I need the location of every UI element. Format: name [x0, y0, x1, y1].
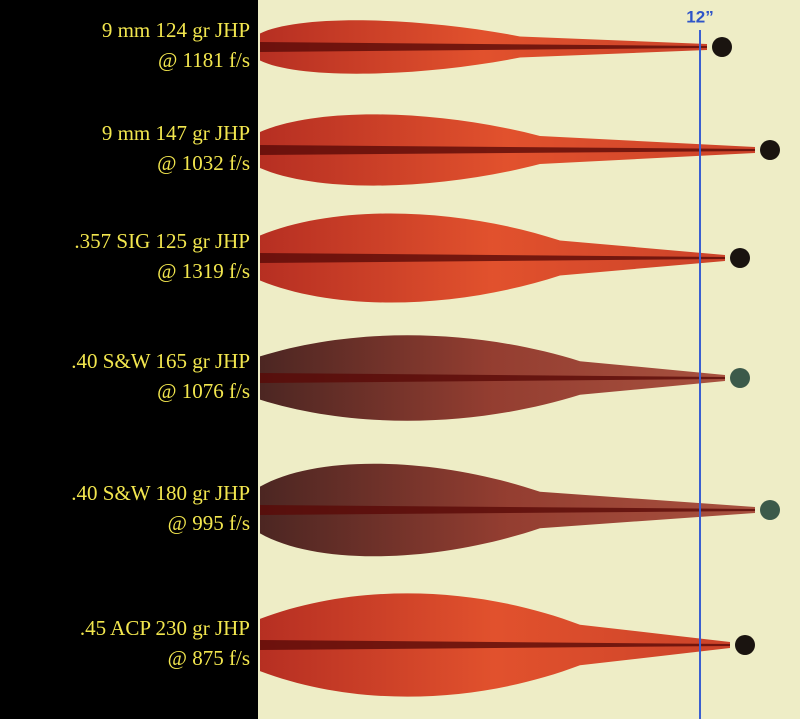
- velocity-label: @ 995 f/s: [168, 511, 250, 535]
- bullet: [735, 635, 755, 655]
- label-panel: [0, 0, 258, 719]
- velocity-label: @ 1032 f/s: [157, 151, 250, 175]
- bullet: [730, 368, 750, 388]
- cartridge-label: 9 mm 124 gr JHP: [102, 18, 250, 42]
- track-core: [260, 640, 730, 650]
- bullet: [760, 500, 780, 520]
- velocity-label: @ 1076 f/s: [157, 379, 250, 403]
- track-core: [260, 145, 755, 155]
- track-core: [260, 505, 755, 515]
- velocity-label: @ 875 f/s: [168, 646, 250, 670]
- bullet: [712, 37, 732, 57]
- labels: 9 mm 124 gr JHP @ 1181 f/s 9 mm 147 gr JHP…: [71, 18, 250, 670]
- cartridge-label: .45 ACP 230 gr JHP: [80, 616, 250, 640]
- velocity-label: @ 1319 f/s: [157, 259, 250, 283]
- cartridge-label: .40 S&W 180 gr JHP: [71, 481, 250, 505]
- bullet: [760, 140, 780, 160]
- depth-label: 12”: [686, 7, 713, 26]
- cartridge-label: 9 mm 147 gr JHP: [102, 121, 250, 145]
- velocity-label: @ 1181 f/s: [158, 48, 250, 72]
- bullet: [730, 248, 750, 268]
- track-core: [260, 253, 725, 263]
- cartridge-label: .40 S&W 165 gr JHP: [71, 349, 250, 373]
- track-core: [260, 42, 707, 52]
- wound-tracks: [260, 20, 780, 697]
- track-core: [260, 373, 725, 383]
- cartridge-label: .357 SIG 125 gr JHP: [74, 229, 250, 253]
